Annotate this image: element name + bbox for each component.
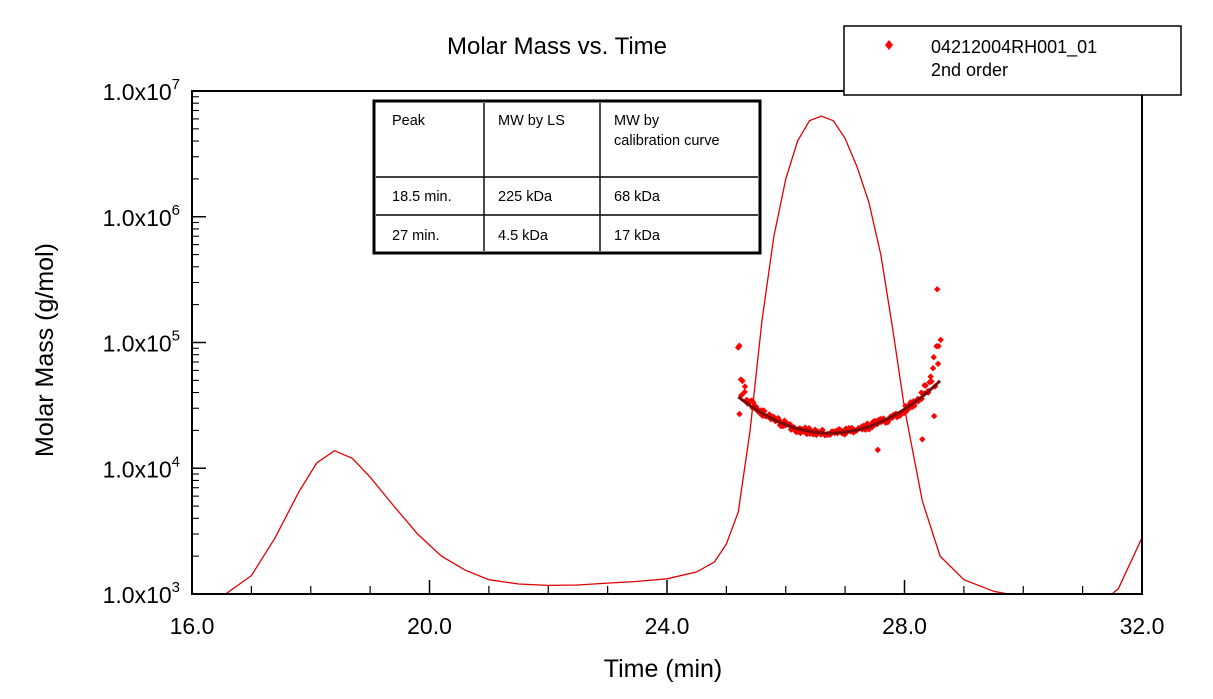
legend-diamond-marker (885, 40, 893, 50)
x-axis-title: Time (min) (604, 655, 723, 683)
table-cell: 17 kDa (614, 228, 661, 244)
data-point (743, 396, 750, 404)
data-point (761, 407, 768, 415)
chart-title: Molar Mass vs. Time (447, 33, 667, 60)
data-point-outlier (736, 410, 743, 418)
table-header-mw-cal: MW by calibration curve (614, 113, 720, 149)
data-point-outlier (919, 436, 926, 443)
data-point (736, 342, 743, 349)
data-point (935, 342, 942, 350)
legend-label-fit: 2nd order (931, 60, 1008, 80)
legend: 04212004RH001_01 2nd order (843, 25, 1182, 96)
data-point (750, 399, 757, 406)
x-tick-label: 28.0 (882, 613, 927, 639)
data-point (802, 424, 809, 431)
data-point (809, 431, 817, 438)
data-point (908, 403, 916, 411)
data-point (741, 383, 749, 390)
y-tick-label: 1.0x104 (103, 453, 180, 482)
table-cell: 27 min. (392, 228, 440, 244)
data-point (937, 336, 944, 343)
x-tick-label: 20.0 (407, 613, 452, 639)
table-header-mw-ls: MW by LS (498, 113, 565, 129)
data-point (741, 388, 748, 396)
table-header-mw-cal-line1: MW by (614, 113, 660, 129)
data-point (918, 389, 925, 396)
data-point (929, 365, 937, 372)
y-tick-label: 1.0x105 (103, 328, 180, 357)
table-cell: 18.5 min. (392, 189, 452, 205)
data-point (826, 431, 834, 439)
annotation-table: Peak MW by LS MW by calibration curve 18… (372, 99, 762, 255)
y-tick-label: 1.0x106 (103, 202, 180, 231)
legend-box (843, 25, 1182, 96)
second-order-fit-line (737, 379, 942, 435)
data-point (803, 430, 810, 438)
data-point (850, 429, 857, 436)
data-point (752, 403, 760, 411)
table-cell: 225 kDa (498, 189, 553, 205)
data-point (934, 360, 942, 368)
table-header-peak: Peak (392, 113, 426, 129)
data-point (739, 377, 746, 385)
data-point (922, 382, 929, 389)
detector-trace-line (224, 115, 1142, 594)
data-point (819, 426, 826, 434)
data-point (860, 422, 867, 429)
fit-lines-layer (737, 379, 942, 435)
x-tick-label: 16.0 (170, 613, 215, 639)
data-point (748, 397, 756, 404)
table-cell: 4.5 kDa (498, 228, 549, 244)
data-point (865, 426, 873, 433)
axis-ticks: 16.0 20.0 24.0 28.0 32.0 1.0x103 1.0x104 1.0x10… (103, 76, 1165, 639)
data-point (864, 420, 871, 427)
data-point-outlier (874, 446, 881, 454)
x-tick-label: 24.0 (645, 613, 690, 639)
data-point-outlier (933, 286, 941, 293)
detector-trace-layer (224, 115, 1142, 594)
y-tick-label: 1.0x107 (103, 76, 180, 105)
data-point (902, 402, 909, 410)
data-point (928, 378, 935, 385)
y-tick-label: 1.0x103 (103, 579, 180, 608)
x-tick-label: 32.0 (1120, 613, 1165, 639)
data-point (880, 415, 887, 422)
legend-label-data: 04212004RH001_01 (931, 37, 1097, 58)
data-point (930, 354, 937, 361)
data-point-outlier (930, 412, 938, 420)
data-point (877, 415, 884, 423)
table-header-mw-cal-line2: calibration curve (614, 133, 720, 149)
table-cell: 68 kDa (614, 189, 661, 205)
data-point (813, 431, 820, 439)
y-axis-title: Molar Mass (g/mol) (31, 243, 59, 457)
data-point (927, 373, 934, 380)
